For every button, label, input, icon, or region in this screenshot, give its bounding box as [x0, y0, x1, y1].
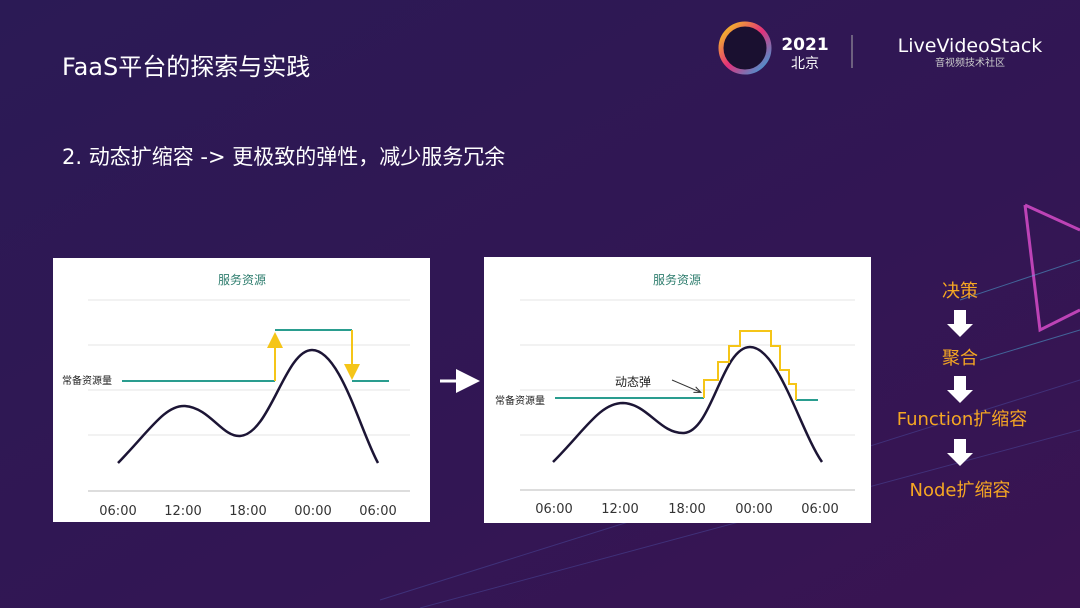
- flow-step: 决策: [942, 281, 978, 302]
- flow-step: Function扩缩容: [897, 409, 1028, 430]
- event-city: 北京: [791, 56, 819, 72]
- event-year: 2021: [781, 35, 828, 55]
- flow: 决策 聚合 Function扩缩容 Node扩缩容: [897, 281, 1028, 501]
- flow-step: Node扩缩容: [910, 480, 1011, 501]
- panel-title: 服务资源: [218, 272, 266, 287]
- panel: 服务资源 常备资源量 06:00 12:00 18:00 00:00 06:00: [53, 258, 430, 522]
- annotation-arrow: [671, 379, 700, 392]
- grid: [520, 299, 855, 491]
- event-logo: [718, 21, 772, 75]
- flow-arrow: [947, 310, 973, 337]
- x-label: 06:00: [359, 504, 396, 519]
- elastic-line: [703, 330, 797, 400]
- demand-curve: [552, 345, 824, 463]
- x-label: 12:00: [164, 504, 201, 519]
- panel: 服务资源 动态弹 常备资源量 06:00 12:00 18:00 00:00 0…: [484, 257, 871, 523]
- x-label: 06:00: [535, 502, 572, 517]
- panel-title: 服务资源: [653, 272, 701, 287]
- annotation: 动态弹: [615, 375, 651, 389]
- x-label: 00:00: [294, 504, 331, 519]
- baseline-label: 常备资源量: [62, 374, 112, 387]
- brand-sub: 音视频技术社区: [935, 56, 1005, 69]
- x-label: 06:00: [99, 504, 136, 519]
- x-label: 18:00: [668, 502, 705, 517]
- x-label: 00:00: [735, 502, 772, 517]
- resource-line: [555, 397, 818, 401]
- x-label: 18:00: [229, 504, 266, 519]
- demand-curve: [117, 348, 380, 464]
- grid: [88, 299, 410, 492]
- resource-line: [122, 329, 389, 382]
- flow-arrow: [947, 439, 973, 466]
- subtitle: 2. 动态扩缩容 -> 更极致的弹性，减少服务冗余: [62, 145, 505, 169]
- baseline-label: 常备资源量: [495, 394, 545, 407]
- x-label: 06:00: [801, 502, 838, 517]
- brand: LiveVideoStack: [898, 35, 1043, 57]
- x-label: 12:00: [601, 502, 638, 517]
- flow-arrow: [947, 376, 973, 403]
- slide-title: FaaS平台的探索与实践: [62, 53, 310, 81]
- flow-step: 聚合: [942, 348, 978, 369]
